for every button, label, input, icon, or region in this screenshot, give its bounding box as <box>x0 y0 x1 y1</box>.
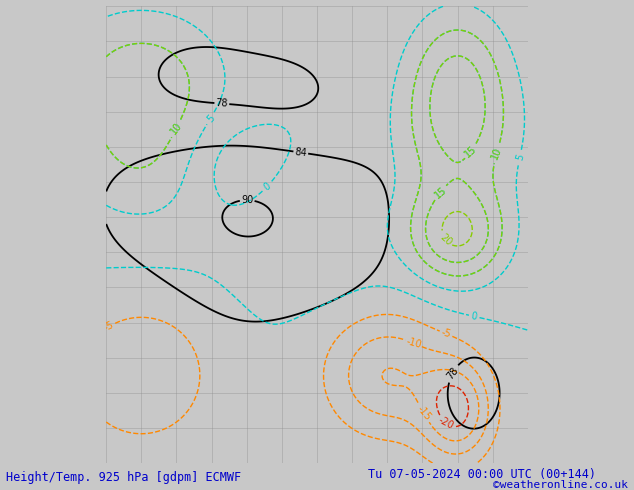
Text: 10: 10 <box>169 121 184 136</box>
Text: 84: 84 <box>294 147 307 158</box>
Text: -10: -10 <box>404 336 422 350</box>
Text: 15: 15 <box>463 144 479 159</box>
Text: 10: 10 <box>490 146 504 161</box>
Text: 90: 90 <box>241 195 254 205</box>
Text: -20: -20 <box>437 415 456 432</box>
Text: 0: 0 <box>470 311 478 322</box>
Text: 15: 15 <box>432 185 448 200</box>
Text: 78: 78 <box>445 365 460 381</box>
Text: 78: 78 <box>216 98 228 109</box>
Text: 15: 15 <box>432 185 448 200</box>
Text: ©weatheronline.co.uk: ©weatheronline.co.uk <box>493 480 628 490</box>
Text: Tu 07-05-2024 00:00 UTC (00+144): Tu 07-05-2024 00:00 UTC (00+144) <box>368 468 596 481</box>
Text: 10: 10 <box>169 121 184 136</box>
Text: -5: -5 <box>103 320 115 333</box>
Text: 5: 5 <box>205 113 216 124</box>
Text: 15: 15 <box>463 144 479 159</box>
Text: -15: -15 <box>415 403 432 422</box>
Text: 0: 0 <box>262 181 273 193</box>
Text: 10: 10 <box>490 146 504 161</box>
Text: Height/Temp. 925 hPa [gdpm] ECMWF: Height/Temp. 925 hPa [gdpm] ECMWF <box>6 470 242 484</box>
Text: 5: 5 <box>514 153 526 162</box>
Text: 20: 20 <box>437 232 453 248</box>
Text: -5: -5 <box>440 328 452 340</box>
